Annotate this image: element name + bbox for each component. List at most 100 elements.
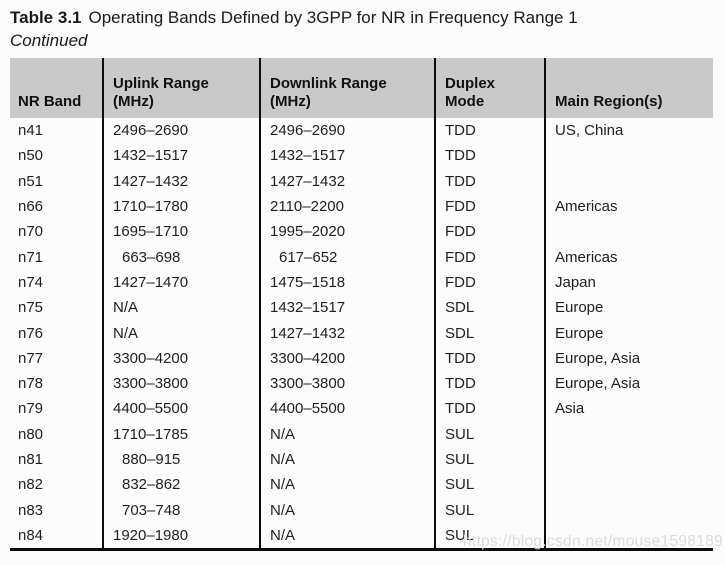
cell-band: n70 [10, 219, 103, 244]
column-header-duplex: Duplex Mode [434, 58, 545, 118]
cell-downlink: 4400–5500 [259, 396, 435, 422]
cell-duplex-text: SUL [445, 451, 475, 468]
cell-region: Japan [544, 269, 713, 296]
cell-region [544, 472, 713, 498]
table-row: n71 663–698 617–652 FDD Americas [10, 244, 713, 270]
cell-duplex-text: TDD [445, 375, 476, 393]
cell-uplink-text: 4400–5500 [113, 400, 189, 418]
cell-band: n74 [10, 270, 103, 295]
cell-uplink: 832–862 [102, 472, 260, 498]
cell-downlink: 617–652 [259, 244, 435, 270]
cell-downlink-text: N/A [270, 451, 296, 468]
cell-region-text: Asia [555, 400, 585, 418]
table-caption: Table 3.1 Operating Bands Defined by 3GPP… [10, 6, 578, 52]
cell-duplex-text: SDL [445, 324, 475, 342]
cell-uplink-text: 880–915 [122, 451, 181, 468]
cell-band-text: n77 [18, 349, 44, 367]
cell-uplink-text: 3300–4200 [113, 349, 189, 367]
cell-band: n66 [10, 194, 103, 219]
cell-band: n75 [10, 295, 103, 320]
cell-region [544, 522, 713, 552]
cell-region-text: Americas [555, 198, 618, 216]
cell-duplex: SUL [434, 472, 545, 498]
cell-band-text: n79 [18, 400, 44, 418]
cell-duplex-text: SUL [445, 526, 475, 544]
cell-downlink: 1475–1518 [259, 269, 435, 296]
cell-band-text: n76 [18, 324, 44, 342]
cell-band: n76 [10, 320, 103, 345]
cell-uplink-text: N/A [113, 299, 139, 317]
cell-duplex: FDD [434, 193, 545, 220]
cell-downlink: N/A [259, 472, 435, 498]
table-row: n70 1695–1710 1995–2020 FDD [10, 219, 713, 245]
cell-downlink-text: 3300–3800 [270, 375, 346, 393]
cell-band-text: n75 [18, 299, 44, 317]
table-row: n80 1710–1785 N/A SUL [10, 421, 713, 447]
cell-uplink: 703–748 [102, 497, 260, 523]
cell-downlink: N/A [259, 421, 435, 447]
cell-region: Europe, Asia [544, 345, 713, 371]
cell-downlink: N/A [259, 497, 435, 523]
cell-duplex-text: SUL [445, 425, 475, 443]
cell-downlink-text: 2110–2200 [270, 198, 344, 216]
cell-duplex: TDD [434, 143, 545, 169]
cell-uplink: 663–698 [102, 244, 260, 270]
cell-duplex: TDD [434, 168, 545, 194]
cell-uplink: 1710–1785 [102, 421, 260, 447]
cell-duplex-text: TDD [445, 122, 476, 140]
cell-downlink-text: 1432–1517 [270, 147, 346, 165]
table-number: Table 3.1 [10, 8, 82, 27]
cell-downlink: 1995–2020 [259, 219, 435, 245]
cell-downlink-text: 617–652 [279, 248, 338, 266]
cell-region [544, 497, 713, 523]
table-caption-line1: Table 3.1 Operating Bands Defined by 3GPP… [10, 6, 578, 29]
table-row: n41 2496–2690 2496–2690 TDD US, China [10, 118, 713, 144]
cell-region: Europe [544, 295, 713, 321]
cell-duplex: SUL [434, 421, 545, 447]
cell-downlink: 1427–1432 [259, 168, 435, 194]
cell-downlink-text: 1427–1432 [270, 324, 346, 342]
column-header-downlink: Downlink Range (MHz) [259, 58, 435, 118]
table-row: n78 3300–3800 3300–3800 TDD Europe, Asia [10, 370, 713, 397]
cell-band-text: n83 [18, 501, 44, 519]
cell-downlink-text: 1427–1432 [270, 172, 346, 190]
cell-duplex-text: TDD [445, 400, 476, 418]
cell-downlink-text: 3300–4200 [270, 349, 346, 367]
cell-duplex: SDL [434, 295, 545, 321]
watermark-url: https://blog.csdn.net/mouse1598189 [462, 533, 723, 550]
table-row: n83 703–748 N/A SUL [10, 497, 713, 523]
cell-downlink: N/A [259, 522, 435, 552]
cell-duplex-text: TDD [445, 349, 476, 367]
cell-band: n78 [10, 371, 103, 396]
cell-downlink-text: 4400–5500 [270, 400, 346, 418]
cell-band: n82 [10, 472, 103, 497]
cell-uplink-text: 1710–1785 [113, 425, 189, 443]
cell-downlink-text: 1475–1518 [270, 273, 346, 291]
cell-duplex-text: SUL [445, 476, 475, 494]
cell-downlink: 2496–2690 [259, 118, 435, 144]
cell-region: US, China [544, 118, 713, 144]
cell-band-text: n70 [18, 223, 44, 241]
table-row: n66 1710–1780 2110–2200 FDD Americas [10, 193, 713, 220]
cell-region-text: Europe [555, 324, 604, 342]
cell-uplink-text: 2496–2690 [113, 122, 189, 140]
cell-downlink: 3300–3800 [259, 370, 435, 397]
cell-downlink: 3300–4200 [259, 345, 435, 371]
cell-uplink: 1695–1710 [102, 219, 260, 245]
cell-region: Americas [544, 244, 713, 270]
cell-band: n41 [10, 118, 103, 143]
table-row: n81 880–915 N/A SUL [10, 446, 713, 473]
cell-uplink: 1427–1432 [102, 168, 260, 194]
cell-region [544, 421, 713, 447]
table-row: n74 1427–1470 1475–1518 FDD Japan [10, 269, 713, 296]
cell-band-text: n84 [18, 526, 44, 544]
operating-bands-table: NR Band Uplink Range (MHz) Downlink Range … [10, 58, 713, 552]
cell-downlink: 1432–1517 [259, 143, 435, 169]
cell-duplex: SUL [434, 497, 545, 523]
table-row: n76 N/A 1427–1432 SDL Europe [10, 320, 713, 346]
cell-band-text: n74 [18, 273, 44, 291]
cell-uplink: 1920–1980 [102, 522, 260, 552]
cell-downlink-text: N/A [270, 476, 296, 494]
cell-downlink: N/A [259, 446, 435, 473]
cell-region-text: Europe, Asia [555, 349, 641, 367]
